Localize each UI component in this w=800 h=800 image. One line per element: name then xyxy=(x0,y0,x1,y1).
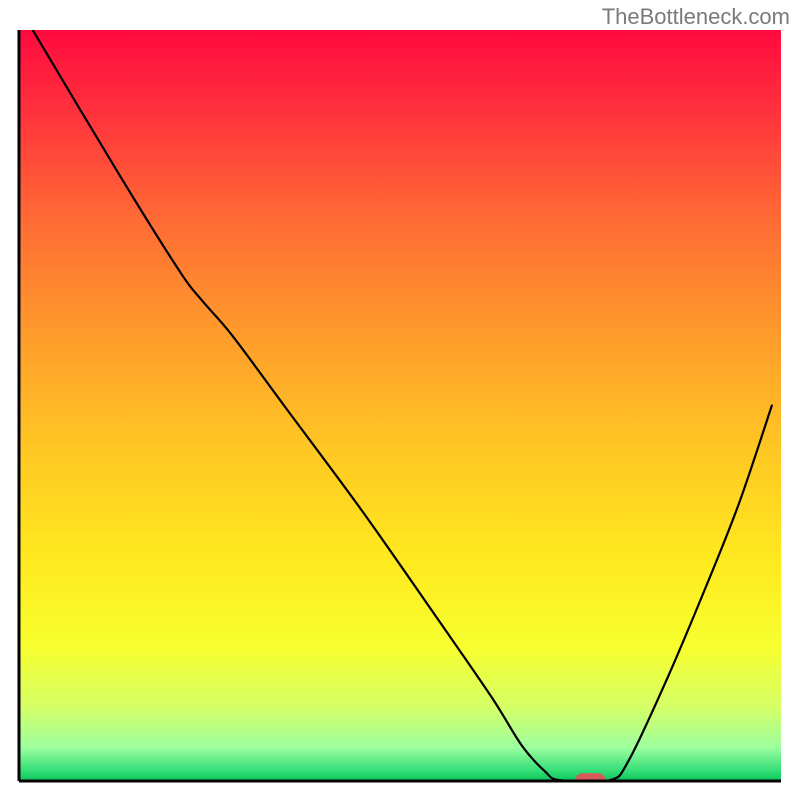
bottleneck-chart xyxy=(0,0,800,800)
watermark-label: TheBottleneck.com xyxy=(602,4,790,30)
chart-frame: TheBottleneck.com xyxy=(0,0,800,800)
plot-background xyxy=(19,30,781,781)
